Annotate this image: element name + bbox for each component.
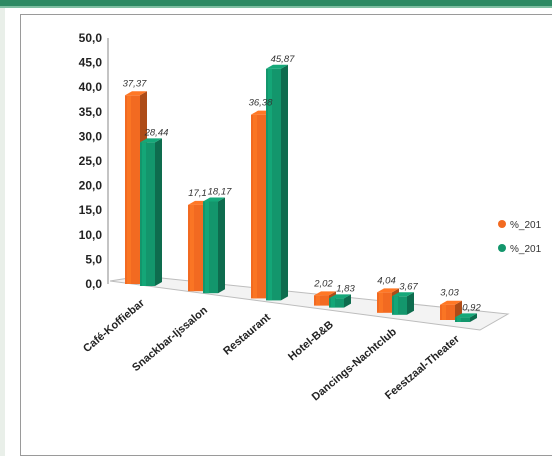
bar-highlight: [331, 298, 335, 308]
left-margin-strip: [0, 8, 5, 456]
data-label: 4,04: [377, 275, 396, 286]
category-label: Feestzaal-Theater: [383, 333, 462, 402]
data-label: 37,37: [123, 78, 147, 89]
y-tick-label: 30,0: [79, 129, 103, 143]
bar-top-face: [140, 138, 162, 143]
bar-front-face: [455, 317, 470, 322]
y-tick-label: 45,0: [79, 56, 103, 70]
bar-top-face: [329, 294, 351, 299]
bar-side-face: [407, 292, 414, 315]
bar: [455, 313, 477, 322]
bar: [392, 292, 414, 315]
data-label: 3,67: [399, 281, 418, 292]
bar-side-face: [155, 138, 162, 286]
data-label: 36,38: [249, 98, 273, 109]
bar: [266, 64, 288, 301]
top-accent-bar: [0, 0, 552, 6]
bar-top-face: [314, 291, 336, 296]
y-tick-label: 0,0: [85, 277, 102, 291]
data-label: 18,17: [208, 186, 232, 197]
bar-highlight: [268, 68, 272, 301]
bar: [203, 197, 225, 294]
legend-marker: [498, 244, 506, 252]
data-label: 3,03: [440, 288, 459, 299]
bar-top-face: [440, 300, 462, 305]
bar: [140, 138, 162, 286]
data-label: 1,83: [336, 283, 355, 294]
bar-highlight: [442, 304, 446, 320]
bar-side-face: [344, 294, 351, 308]
data-label: 2,02: [313, 278, 333, 289]
bar-top-face: [125, 91, 147, 96]
legend-label: %_201: [510, 244, 542, 255]
bar-top-face: [392, 292, 414, 297]
bar-top-face: [266, 64, 288, 69]
category-label: Restaurant: [221, 311, 273, 357]
bar-highlight: [253, 114, 257, 299]
bars-layer: [125, 64, 477, 322]
bar-highlight: [127, 95, 131, 285]
data-label: 17,1: [188, 188, 207, 199]
y-tick-label: 20,0: [79, 179, 103, 193]
bar-highlight: [190, 204, 194, 292]
data-label: 28,44: [144, 127, 169, 138]
bar-front-face: [314, 295, 329, 306]
data-labels-layer: 37,37 28,44 17,1 18,17 36,38 45,87 2,02 1,83 4,0…: [123, 54, 482, 314]
y-tick-label: 50,0: [79, 31, 103, 45]
bar-highlight: [457, 317, 461, 322]
data-label: 0,92: [462, 302, 481, 313]
axis-layer: 0,0 5,0 10,0 15,0 20,0 25,0 30,0 35,0 40,0 45,0 50…: [79, 31, 109, 291]
bar-top-face: [203, 197, 225, 202]
y-tick-label: 10,0: [79, 228, 103, 242]
bar-highlight: [205, 201, 209, 294]
y-tick-label: 5,0: [85, 252, 102, 266]
legend-marker: [498, 220, 506, 228]
y-tick-label: 25,0: [79, 154, 103, 168]
bar-highlight: [316, 295, 320, 306]
category-label: Hotel-B&B: [286, 319, 336, 364]
bar-side-face: [218, 197, 225, 294]
bar-highlight: [142, 142, 146, 286]
legend-item: %_201: [498, 244, 542, 255]
y-tick-label: 15,0: [79, 203, 103, 217]
data-label: 45,87: [271, 54, 295, 65]
legend: %_201 %_201: [498, 220, 542, 255]
bar-top-face: [377, 288, 399, 293]
bar: [329, 294, 351, 308]
y-tick-label: 35,0: [79, 105, 103, 119]
bar-highlight: [379, 292, 383, 313]
bar-front-face: [329, 298, 344, 308]
category-label: Café-Koffiebar: [81, 297, 147, 355]
top-accent-line: [0, 6, 552, 8]
category-label: Snackbar-Ijssalon: [130, 304, 210, 374]
bar-top-face: [455, 313, 477, 318]
bar-side-face: [281, 64, 288, 301]
bar-highlight: [394, 296, 398, 315]
legend-item: %_201: [498, 220, 542, 231]
bar-side-face: [470, 313, 477, 322]
y-tick-label: 40,0: [79, 80, 103, 94]
legend-label: %_201: [510, 220, 542, 231]
